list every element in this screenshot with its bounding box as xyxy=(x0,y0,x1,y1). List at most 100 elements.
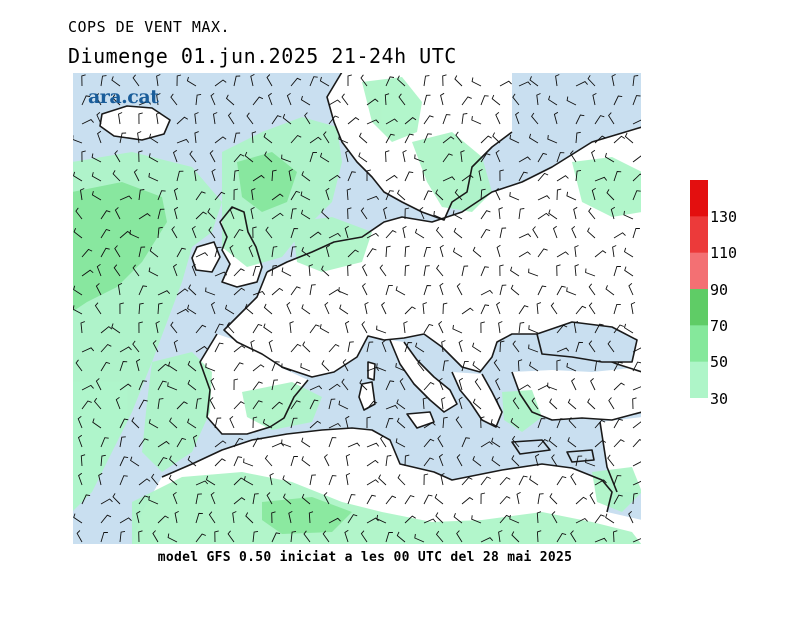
wind-barb xyxy=(404,264,410,277)
wind-barb xyxy=(568,417,577,429)
wind-barb xyxy=(435,530,444,543)
wind-barb xyxy=(75,207,83,220)
wind-barb xyxy=(80,454,86,467)
wind-barb xyxy=(263,303,273,315)
wind-barb xyxy=(290,286,301,296)
legend-label-130: 130 xyxy=(710,208,738,226)
wind-barb xyxy=(574,264,579,277)
wind-barb xyxy=(592,92,597,106)
wind-barb xyxy=(173,339,178,353)
map-title: COPS DE VENT MAX. xyxy=(68,18,231,36)
wind-barb xyxy=(423,75,430,87)
wind-barb xyxy=(81,95,91,106)
wind-barb xyxy=(474,378,482,391)
wind-barb xyxy=(613,475,622,486)
wind-barb xyxy=(267,92,273,106)
wind-barb xyxy=(91,172,102,182)
wind-barb xyxy=(395,438,406,448)
wind-barb xyxy=(455,416,463,429)
wind-barb xyxy=(423,133,432,144)
wind-barb xyxy=(114,207,121,220)
wind-barb xyxy=(499,476,511,486)
wind-barb xyxy=(132,74,140,87)
wind-barb xyxy=(624,132,634,144)
wind-barb xyxy=(95,283,102,296)
wind-barb xyxy=(397,75,406,87)
wind-barb xyxy=(548,436,558,448)
wind-barb xyxy=(233,437,244,448)
wind-barb xyxy=(594,479,607,486)
wind-barb xyxy=(271,264,277,277)
wind-barb xyxy=(252,265,260,277)
wind-barb xyxy=(588,340,596,353)
wind-barb xyxy=(205,475,216,486)
wind-barb xyxy=(281,363,292,372)
wind-barb xyxy=(575,131,581,144)
wind-barb xyxy=(556,264,561,277)
wind-barb xyxy=(170,93,178,106)
wind-barb xyxy=(364,301,369,315)
wind-barb xyxy=(80,188,85,201)
wind-barb xyxy=(366,479,379,486)
wind-barb xyxy=(528,268,539,277)
wind-barb xyxy=(250,73,255,87)
wind-barb xyxy=(195,252,209,258)
wind-barb xyxy=(518,81,532,87)
wind-barb xyxy=(537,195,550,201)
wind-barb xyxy=(512,93,520,106)
wind-barb xyxy=(205,287,216,296)
wind-barb xyxy=(233,132,241,144)
wind-barb xyxy=(309,152,318,163)
wind-barb xyxy=(515,111,520,125)
wind-barb xyxy=(138,438,149,448)
wind-barb xyxy=(461,437,470,448)
wind-barb xyxy=(344,529,349,543)
legend-label-70: 70 xyxy=(710,317,729,335)
wind-barb xyxy=(81,248,93,258)
wind-barb xyxy=(480,95,489,106)
wind-barb xyxy=(252,96,264,106)
wind-barb xyxy=(441,397,446,410)
wind-barb xyxy=(189,150,197,163)
wind-barb xyxy=(100,514,112,524)
wind-barb xyxy=(301,456,311,467)
wind-barb xyxy=(176,401,188,410)
wind-barb xyxy=(214,79,227,87)
wind-barb xyxy=(613,418,624,429)
wind-barb xyxy=(115,396,121,410)
wind-barb xyxy=(610,206,616,220)
wind-barb xyxy=(632,397,637,410)
wind-barb xyxy=(632,190,641,201)
wind-barb xyxy=(172,491,178,505)
wind-barb xyxy=(309,474,316,486)
wind-barb xyxy=(423,115,434,125)
wind-barb xyxy=(271,401,283,410)
wind-barb xyxy=(176,74,182,87)
wind-barb xyxy=(300,363,311,372)
wind-barb xyxy=(496,244,501,258)
wind-barb xyxy=(252,226,257,239)
wind-barb xyxy=(366,248,377,258)
wind-barb xyxy=(119,346,132,353)
wind-barb xyxy=(537,212,550,220)
wind-barb xyxy=(170,321,178,334)
wind-barb xyxy=(100,210,111,220)
aracat-logo[interactable]: ara.cat xyxy=(88,86,159,108)
wind-barb xyxy=(271,379,279,391)
wind-barb xyxy=(229,244,235,258)
wind-barb xyxy=(338,400,349,410)
wind-barb xyxy=(81,494,91,505)
wind-barb xyxy=(499,80,512,87)
wind-barb xyxy=(157,208,165,220)
wind-barb xyxy=(100,228,111,239)
wind-barb xyxy=(290,417,298,429)
wind-barb xyxy=(594,514,605,524)
wind-barb xyxy=(366,459,379,467)
wind-barb xyxy=(321,360,330,372)
wind-barb xyxy=(438,320,444,334)
wind-barb xyxy=(378,474,387,486)
wind-barb xyxy=(415,342,425,353)
wind-barb xyxy=(453,513,463,524)
sardinia xyxy=(359,382,375,410)
wind-barb xyxy=(472,456,482,467)
